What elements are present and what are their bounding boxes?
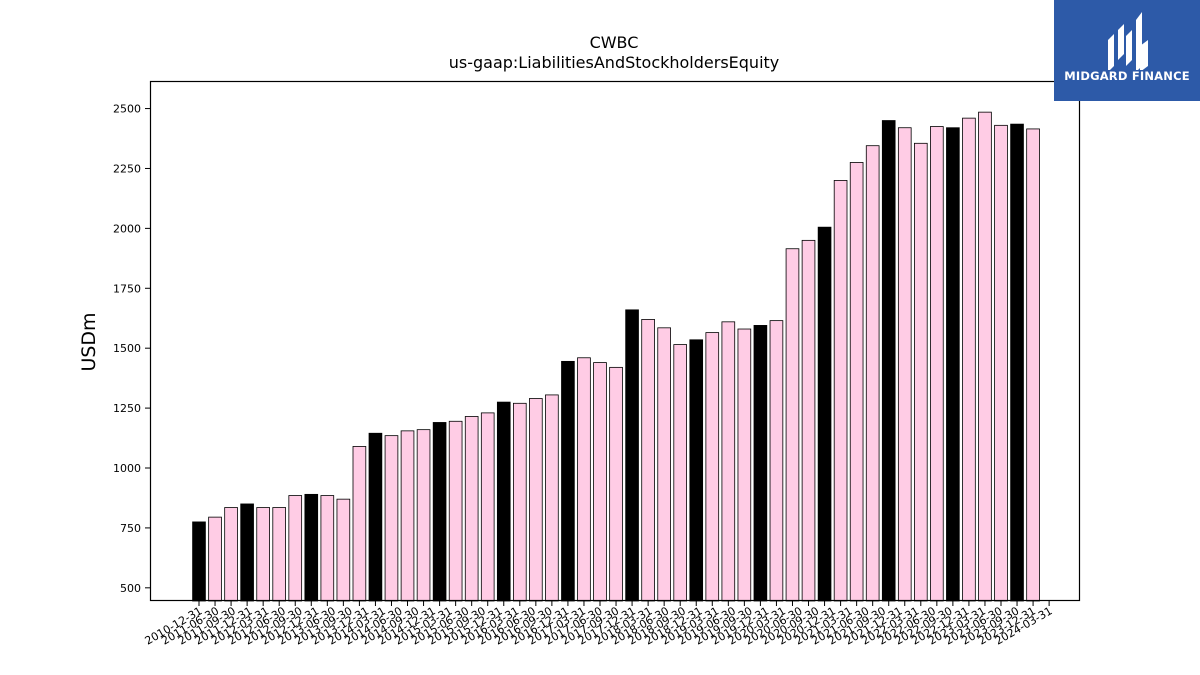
bar-2016-03-31	[529, 398, 543, 602]
y-tick-label: 1000	[113, 462, 141, 475]
bar-2013-09-30	[368, 432, 383, 602]
bar-2021-03-31	[849, 162, 864, 602]
bar-2012-03-31	[272, 507, 286, 602]
bar-2013-03-31	[336, 498, 351, 602]
y-tick-label: 1500	[113, 342, 141, 355]
bar-2022-12-31	[962, 117, 976, 602]
bar-2018-03-31	[657, 327, 671, 602]
chart-subtitle: us-gaap:LiabilitiesAndStockholdersEquity	[449, 53, 780, 72]
y-tick-label: 1250	[113, 402, 141, 415]
bar-2014-06-30	[416, 429, 431, 602]
bar-2019-03-31	[721, 321, 736, 602]
bar-2013-12-31	[384, 435, 399, 602]
y-axis-label: USDm	[78, 312, 100, 371]
bar-2017-03-31	[593, 362, 607, 602]
bar-2017-12-31	[641, 319, 655, 602]
bar-2023-12-31	[1026, 128, 1040, 602]
brand-logo-text: MIDGARD FINANCE	[1064, 69, 1190, 83]
y-tick-label: 750	[120, 522, 141, 535]
bar-2019-12-31	[769, 320, 784, 602]
bar-2014-09-30	[432, 422, 447, 602]
bar-2016-09-30	[561, 360, 575, 602]
y-tick-label: 2000	[113, 222, 141, 235]
bar-2012-09-30	[304, 493, 319, 602]
bar-2019-06-30	[737, 328, 752, 602]
y-tick-label: 1750	[113, 282, 141, 295]
bar-2012-12-31	[320, 495, 335, 602]
bar-2020-09-30	[817, 226, 832, 602]
bar-2018-12-31	[705, 332, 720, 602]
bar-2015-06-30	[480, 412, 495, 602]
y-tick-label: 500	[120, 582, 141, 595]
bar-2018-06-30	[673, 344, 687, 602]
midgard-m-logo-icon	[1108, 12, 1148, 70]
y-axis: 500 750 1000 1250 1500 1750 2000 2250 2500	[113, 103, 150, 595]
x-axis: 2010-12-312011-06-302011-09-302011-12-31…	[143, 601, 1055, 648]
bar-2010-12-31	[192, 521, 206, 602]
bar-2011-09-30	[240, 503, 254, 602]
bar-2017-06-30	[609, 366, 623, 602]
bar-2017-09-30	[625, 309, 639, 602]
bar-2021-12-31	[897, 127, 912, 602]
y-tick-label: 2500	[113, 103, 141, 116]
bar-2015-12-31	[513, 402, 527, 602]
bar-2011-06-30	[224, 507, 238, 602]
bar-2023-03-31	[978, 111, 992, 602]
bar-2014-03-31	[400, 430, 415, 602]
bar-2021-09-30	[881, 120, 896, 602]
bar-2016-12-31	[577, 357, 591, 602]
bar-2018-09-30	[689, 339, 704, 602]
bar-2013-06-30	[352, 446, 367, 602]
bar-2020-12-31	[833, 180, 848, 602]
plot-frame	[149, 80, 1081, 602]
bar-2022-03-31	[914, 142, 928, 602]
bar-2014-12-31	[448, 420, 463, 602]
bar-2020-03-31	[785, 248, 800, 602]
bar-2020-06-30	[801, 239, 816, 602]
bar-2023-09-30	[1010, 123, 1024, 602]
bar-2015-03-31	[464, 416, 479, 602]
bar-2022-09-30	[946, 127, 960, 602]
bar-2023-06-30	[994, 124, 1008, 602]
bar-2016-06-30	[545, 394, 559, 602]
bar-2019-09-30	[753, 325, 768, 602]
y-tick-label: 2250	[113, 162, 141, 175]
bars-group	[192, 111, 1040, 602]
bar-2022-06-30	[930, 126, 944, 602]
bar-2011-03-31	[208, 516, 222, 602]
bar-2021-06-30	[865, 145, 880, 602]
brand-logo: MIDGARD FINANCE	[1054, 0, 1200, 101]
bar-2011-12-31	[256, 507, 270, 602]
bar-2012-06-30	[288, 495, 303, 602]
bar-2015-09-30	[496, 401, 511, 602]
chart-title: CWBC	[590, 33, 639, 52]
